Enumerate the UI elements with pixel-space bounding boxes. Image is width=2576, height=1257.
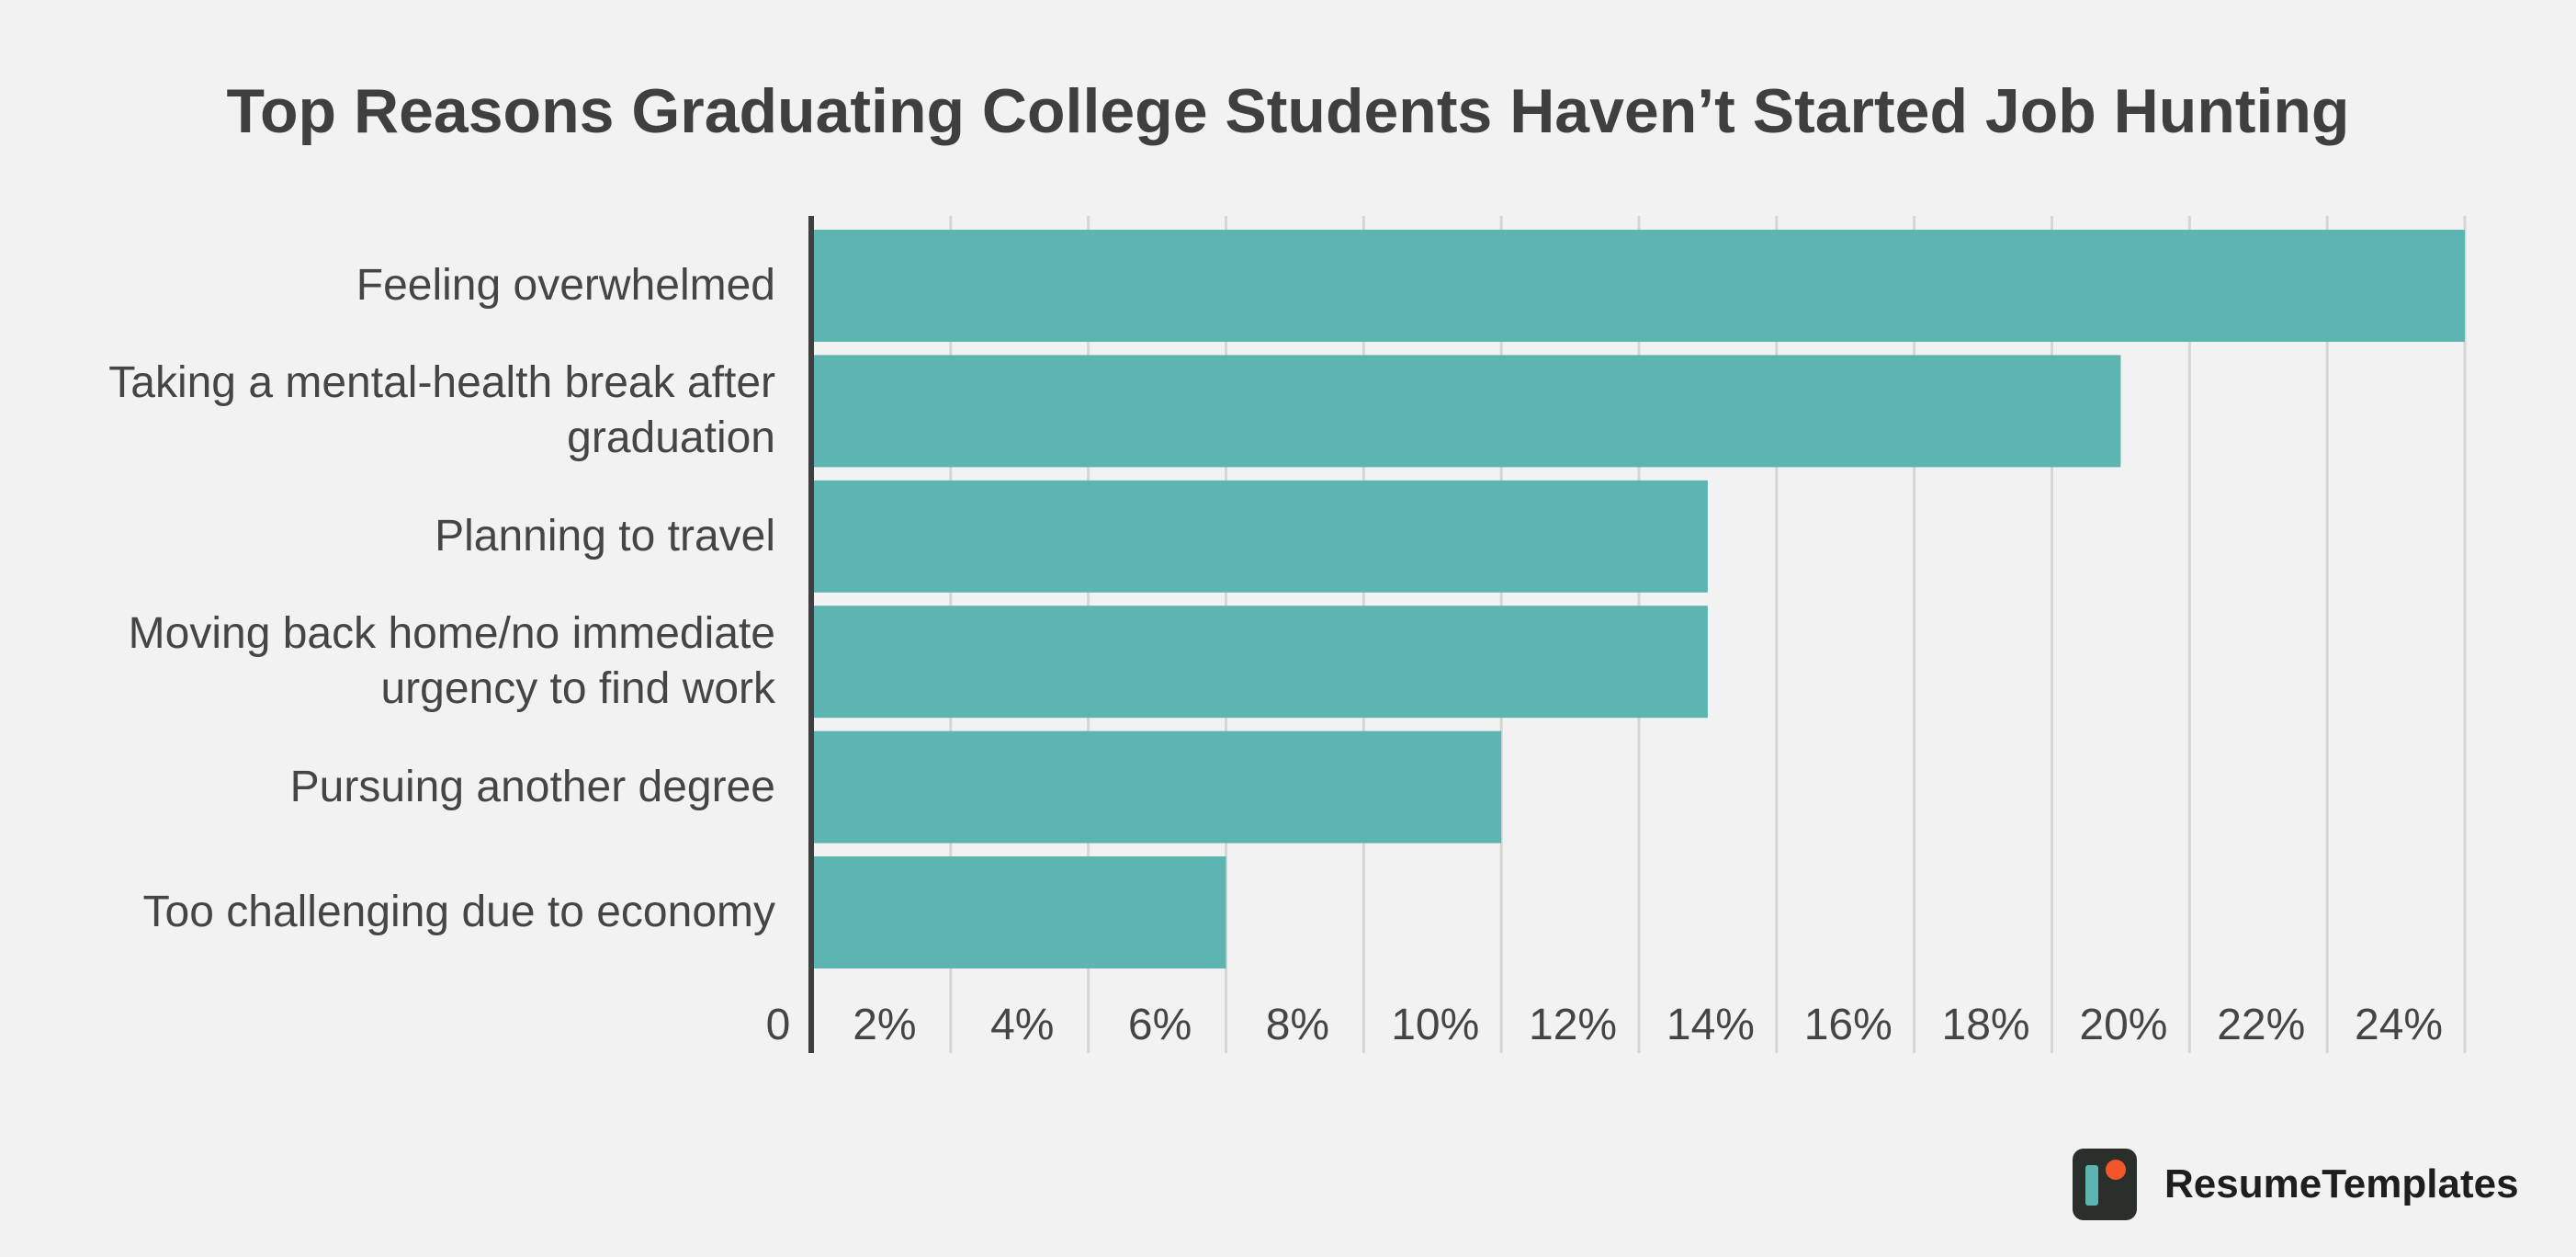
category-label: Too challenging due to economy [0,885,775,940]
x-tick-label: 24% [2355,1001,2444,1049]
bar [813,730,1502,844]
bar [813,606,1708,719]
x-tick-label: 14% [1666,1001,1755,1049]
bar [813,355,2121,468]
bar [813,230,2465,342]
category-label: Feeling overwhelmed [0,258,775,313]
category-label-line: Feeling overwhelmed [356,261,775,310]
x-tick-label: 20% [2079,1001,2168,1049]
x-tick-label: 12% [1529,1001,1618,1049]
chart-title: Top Reasons Graduating College Students … [226,76,2350,146]
category-label-line: Planning to travel [435,511,775,561]
category-label-line: graduation [567,413,775,463]
bar [813,480,1708,593]
category-label-line: Too challenging due to economy [142,888,775,936]
bar [813,856,1226,968]
resume-templates-logo-icon [2073,1149,2137,1220]
x-tick-label: 8% [1265,1001,1330,1049]
category-label: Pursuing another degree [0,760,775,815]
brand-logo[interactable]: ResumeTemplates [2073,1149,2519,1220]
category-label: Taking a mental-health break after gradua… [0,356,775,466]
x-tick-label: 10% [1391,1001,1480,1049]
x-tick-label: 0 [765,1001,791,1049]
category-label-line: Moving back home/no immediate [128,609,775,659]
category-label-line: Pursuing another degree [289,762,775,811]
x-tick-label: 2% [853,1001,917,1049]
category-label: Planning to travel [0,509,775,564]
category-label-line: Taking a mental-health break after [108,358,775,408]
x-tick-label: 18% [1941,1001,2030,1049]
category-label: Moving back home/no immediate urgency to … [0,606,775,717]
x-tick-label: 16% [1803,1001,1892,1049]
x-tick-label: 6% [1127,1001,1192,1049]
x-tick-label: 22% [2217,1001,2306,1049]
x-tick-label: 4% [990,1001,1055,1049]
category-label-line: urgency to find work [380,664,775,714]
brand-name: ResumeTemplates [2164,1161,2519,1206]
